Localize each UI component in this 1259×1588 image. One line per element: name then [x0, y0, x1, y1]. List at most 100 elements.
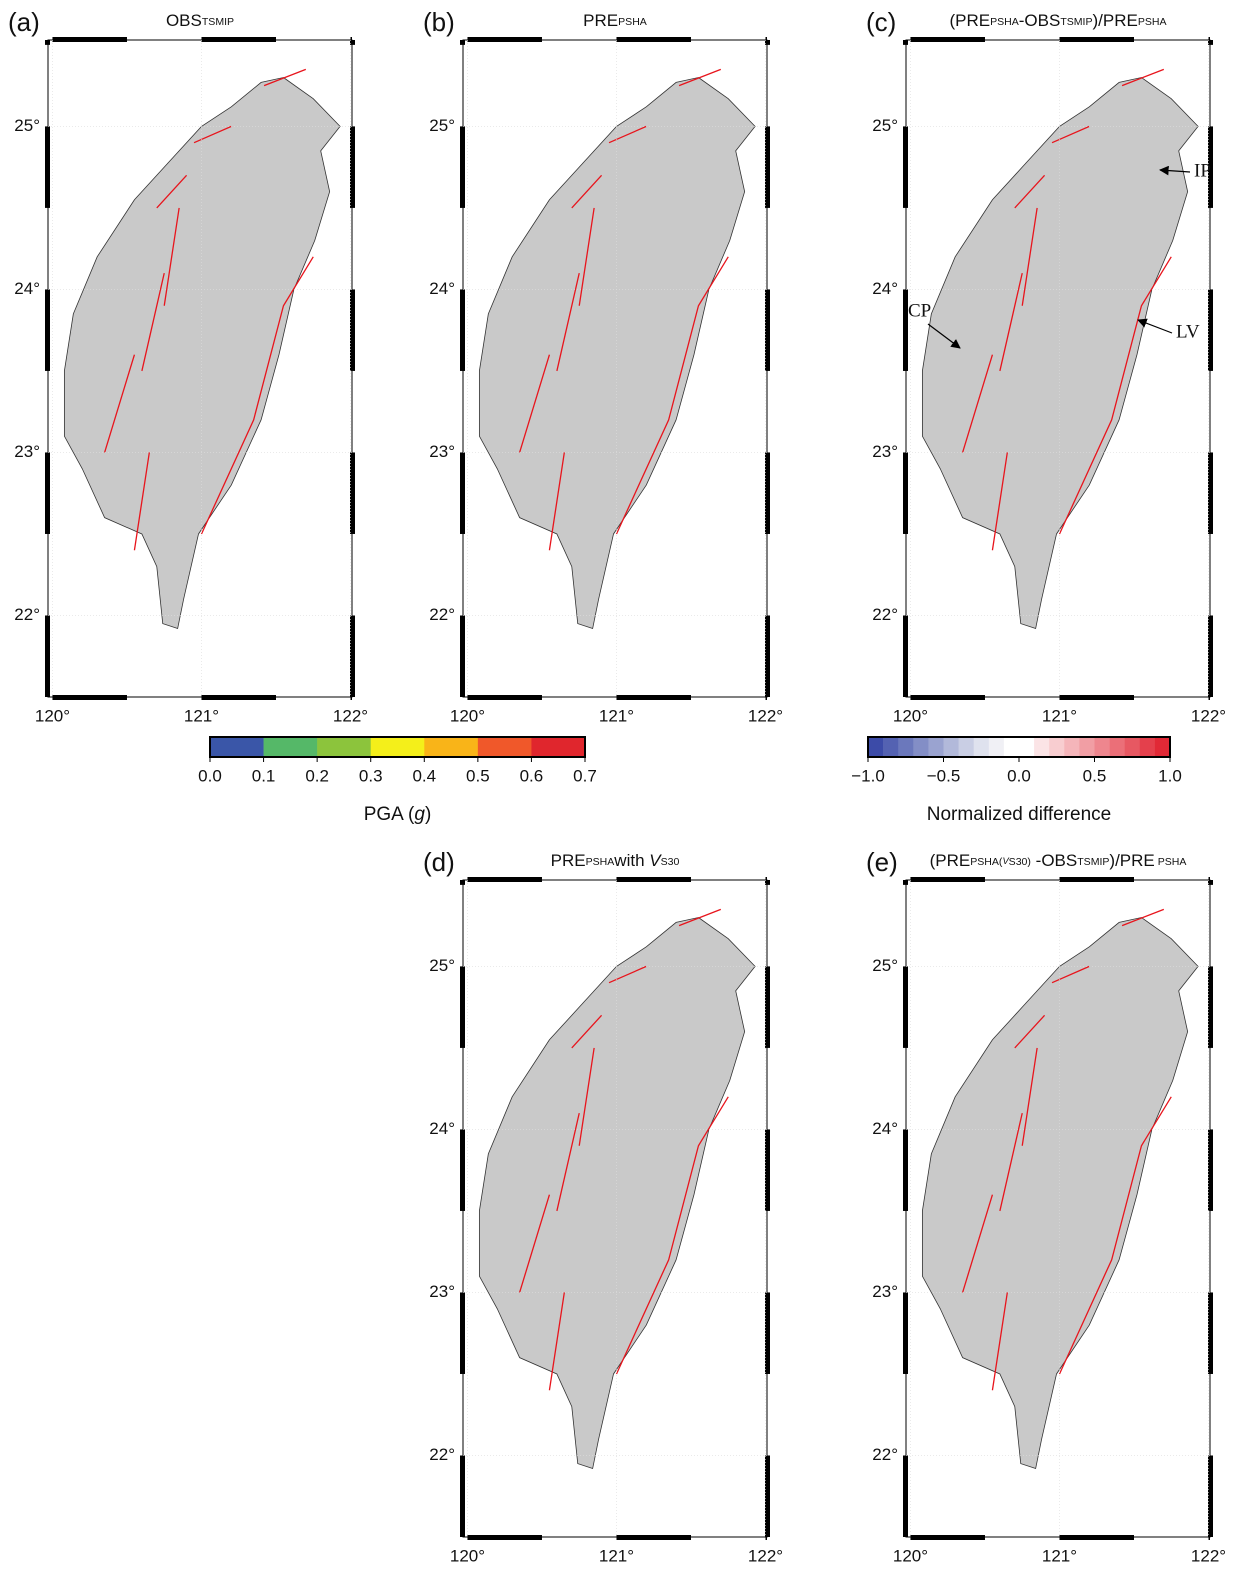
x-tick-label: 121° — [1042, 706, 1077, 725]
title: PREPSHA — [583, 11, 647, 30]
x-tick-label: 120° — [450, 1546, 485, 1565]
title: (PREPSHA(VS30) -OBSTSMIP)/PRE PSHA — [930, 851, 1187, 870]
title-part: )/PRE — [1093, 11, 1138, 30]
frame-band — [1208, 877, 1210, 882]
frame-band — [1059, 695, 1134, 700]
frame-band — [460, 615, 465, 697]
frame-band — [460, 1292, 465, 1374]
x-tick-label: 121° — [599, 706, 634, 725]
color-swatch — [1154, 737, 1171, 757]
x-tick-label: 122° — [1191, 1546, 1226, 1565]
x-tick-label: 120° — [893, 706, 928, 725]
color-swatch — [1109, 737, 1125, 757]
title-part: PSHA — [1138, 16, 1167, 28]
title-part: PGA ( — [364, 804, 415, 825]
y-tick-label: 23° — [14, 442, 40, 461]
frame-band — [765, 615, 770, 697]
frame-band — [765, 695, 767, 700]
frame-band — [765, 452, 770, 534]
annotation: IP — [1194, 160, 1211, 181]
fault — [615, 256, 729, 535]
fault — [608, 965, 647, 984]
color-swatch — [1124, 737, 1141, 757]
fault — [608, 125, 647, 144]
color-swatch — [210, 737, 264, 757]
fault — [1021, 1047, 1038, 1146]
color-swatch — [1034, 737, 1050, 757]
fault — [556, 272, 580, 372]
fault — [1058, 1096, 1172, 1375]
x-tick-label: 121° — [1042, 1546, 1077, 1565]
frame-band — [903, 289, 908, 371]
colorbar-frame — [209, 736, 586, 758]
fault — [156, 174, 188, 209]
panel-label: (a) — [8, 7, 40, 37]
fault — [578, 207, 595, 306]
frame-band — [460, 40, 465, 45]
fault — [991, 452, 1008, 551]
color-swatch — [913, 737, 929, 757]
frame-band — [903, 880, 908, 885]
color-swatch — [1064, 737, 1080, 757]
colorbar-tick-label: 1.0 — [1158, 766, 1182, 785]
color-swatch — [1019, 737, 1035, 757]
annotation-arrow — [1137, 318, 1173, 334]
frame-band — [616, 877, 691, 882]
fault — [678, 908, 722, 927]
y-tick-label: 24° — [429, 279, 455, 298]
frame-band — [1208, 1535, 1210, 1540]
title-part: )/PRE — [1109, 851, 1154, 870]
y-tick-label: 22° — [14, 605, 40, 624]
y-tick-label: 24° — [872, 1119, 898, 1138]
title-part: with — [613, 851, 649, 870]
frame-band — [1208, 126, 1213, 208]
title-part: PSHA — [586, 856, 615, 868]
colorbar-tick-label: −1.0 — [851, 766, 885, 785]
island — [478, 77, 756, 630]
fault — [1121, 908, 1165, 927]
fault — [519, 1194, 551, 1293]
x-tick-label: 120° — [35, 706, 70, 725]
frame-band — [45, 40, 50, 45]
title-part: S30 — [661, 856, 680, 868]
colorbar-tick-label: 0.5 — [1083, 766, 1107, 785]
frame-band — [1208, 1292, 1213, 1374]
fault — [571, 1014, 603, 1049]
frame-band — [1059, 37, 1134, 42]
frame-band — [903, 615, 908, 697]
fault — [1121, 68, 1165, 87]
frame-band — [467, 877, 542, 882]
color-swatch — [1094, 737, 1110, 757]
frame-band — [1208, 966, 1213, 1048]
annotation-arrow — [1159, 165, 1191, 176]
frame-band — [903, 40, 908, 45]
y-tick-label: 25° — [872, 956, 898, 975]
color-swatch — [317, 737, 372, 757]
y-tick-label: 22° — [429, 1445, 455, 1464]
x-tick-label: 121° — [599, 1546, 634, 1565]
frame-band — [765, 1535, 767, 1540]
y-tick-label: 25° — [14, 116, 40, 135]
title: OBSTSMIP — [166, 11, 234, 30]
title-part: (PRE — [930, 851, 971, 870]
colorbar-tick-label: 0.4 — [412, 766, 436, 785]
color-swatch — [943, 737, 959, 757]
title-part: PRE — [551, 851, 586, 870]
x-tick-label: 122° — [1191, 706, 1226, 725]
frame-band — [460, 880, 465, 885]
fault — [578, 1047, 595, 1146]
color-swatch — [263, 737, 318, 757]
color-swatch — [1049, 737, 1065, 757]
fault — [999, 1112, 1023, 1212]
frame-band — [1208, 1129, 1213, 1211]
frame-band — [910, 1535, 985, 1540]
frame-band — [1059, 877, 1134, 882]
frame-band — [1208, 695, 1210, 700]
fault — [615, 1096, 729, 1375]
colorbar-tick-label: 0.1 — [252, 766, 276, 785]
frame-band — [45, 615, 50, 697]
frame-band — [467, 37, 542, 42]
frame-band — [45, 289, 50, 371]
color-swatch — [928, 737, 944, 757]
frame-band — [45, 126, 50, 208]
